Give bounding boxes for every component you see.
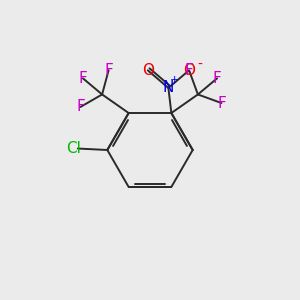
Text: F: F — [79, 71, 87, 86]
Text: F: F — [76, 100, 85, 115]
Text: -: - — [198, 57, 203, 71]
Text: O: O — [183, 63, 195, 78]
Text: O: O — [142, 63, 154, 78]
Text: F: F — [217, 95, 226, 110]
Text: N: N — [163, 80, 174, 95]
Text: F: F — [185, 63, 194, 78]
Text: +: + — [170, 75, 180, 85]
Text: F: F — [104, 63, 113, 78]
Text: F: F — [213, 71, 221, 86]
Text: Cl: Cl — [66, 141, 81, 156]
